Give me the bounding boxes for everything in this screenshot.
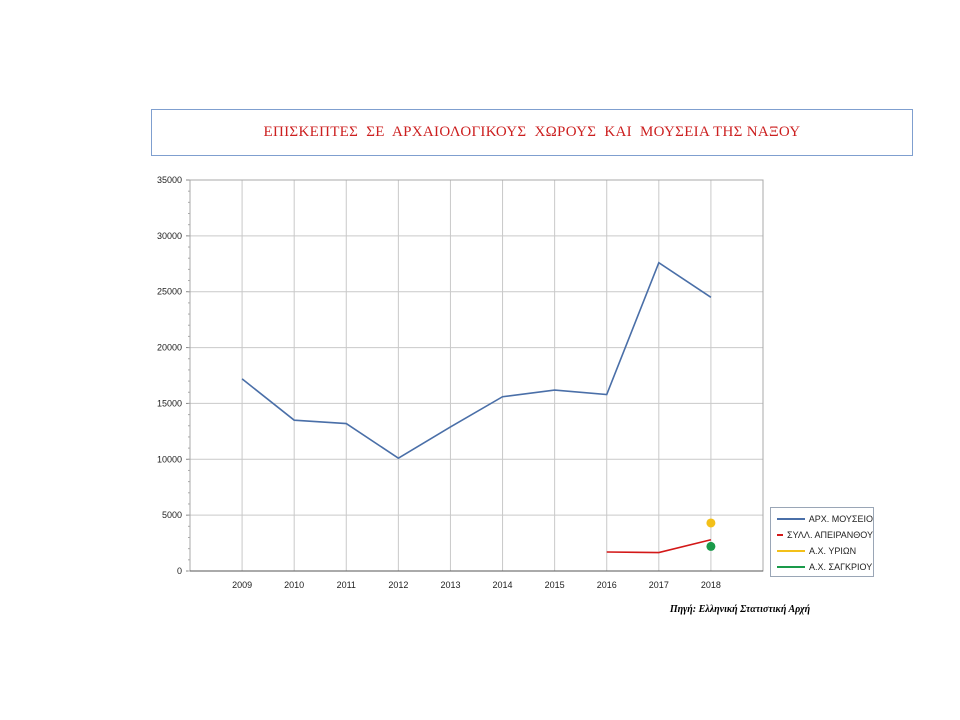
legend-swatch [777, 534, 784, 536]
y-tick-label: 20000 [157, 343, 182, 353]
y-tick-label: 25000 [157, 287, 182, 297]
series-lines [241, 261, 716, 554]
y-tick-label: 15000 [157, 398, 182, 408]
y-tick-label: 35000 [157, 175, 182, 185]
y-tick-label: 5000 [162, 510, 182, 520]
x-tick-label: 2010 [284, 580, 304, 590]
legend-swatch [777, 518, 805, 520]
plot-frame [189, 179, 764, 572]
tick-labels: 0 5000 10000 15000 20000 25000 30000 35000 2009 2… [157, 175, 721, 590]
grid-lines [190, 179, 763, 571]
legend-label: Α.Χ. ΣΑΓΚΡΙΟΥ [809, 562, 873, 572]
x-tick-label: 2014 [493, 580, 513, 590]
series-point-2 [706, 518, 716, 528]
x-tick-label: 2011 [337, 580, 356, 590]
x-tick-label: 2017 [649, 580, 669, 590]
y-tick-label: 0 [177, 566, 182, 576]
x-tick-label: 2012 [388, 580, 408, 590]
legend-swatch [777, 550, 805, 552]
legend-item: ΣΥΛΛ. ΑΠΕΙΡΑΝΘΟΥ [771, 527, 873, 543]
legend-item: Α.Χ. ΣΑΓΚΡΙΟΥ [771, 559, 873, 575]
chart-title: ΕΠΙΣΚΕΠΤΕΣ ΣΕ ΑΡΧΑΙΟΛΟΓΙΚΟΥΣ ΧΩΡΟΥΣ ΚΑΙ … [263, 124, 801, 140]
x-tick-label: 2013 [440, 580, 460, 590]
legend-label: ΑΡΧ. ΜΟΥΣΕΙΟ [808, 514, 873, 524]
legend-item: Α.Χ. ΥΡΙΩΝ [771, 543, 873, 559]
legend-swatch [777, 566, 805, 568]
y-tick-label: 10000 [157, 454, 182, 464]
x-tick-label: 2009 [232, 580, 252, 590]
series-line-1 [606, 538, 712, 554]
chart-title-box: ΕΠΙΣΚΕΠΤΕΣ ΣΕ ΑΡΧΑΙΟΛΟΓΙΚΟΥΣ ΧΩΡΟΥΣ ΚΑΙ … [151, 109, 913, 156]
legend-label: ΣΥΛΛ. ΑΠΕΙΡΑΝΘΟΥ [787, 530, 873, 540]
series-point-3 [706, 541, 716, 551]
x-tick-label: 2018 [701, 580, 721, 590]
x-tick-label: 2015 [545, 580, 565, 590]
axes [186, 179, 764, 572]
legend: ΑΡΧ. ΜΟΥΣΕΙΟ ΣΥΛΛ. ΑΠΕΙΡΑΝΘΟΥ Α.Χ. ΥΡΙΩΝ Α.… [770, 507, 874, 577]
source-note: Πηγή: Ελληνική Στατιστική Αρχή [669, 604, 811, 615]
legend-label: Α.Χ. ΥΡΙΩΝ [809, 546, 857, 556]
x-tick-label: 2016 [597, 580, 617, 590]
series-line-0 [241, 261, 712, 460]
legend-item: ΑΡΧ. ΜΟΥΣΕΙΟ [771, 511, 873, 527]
y-tick-label: 30000 [157, 231, 182, 241]
